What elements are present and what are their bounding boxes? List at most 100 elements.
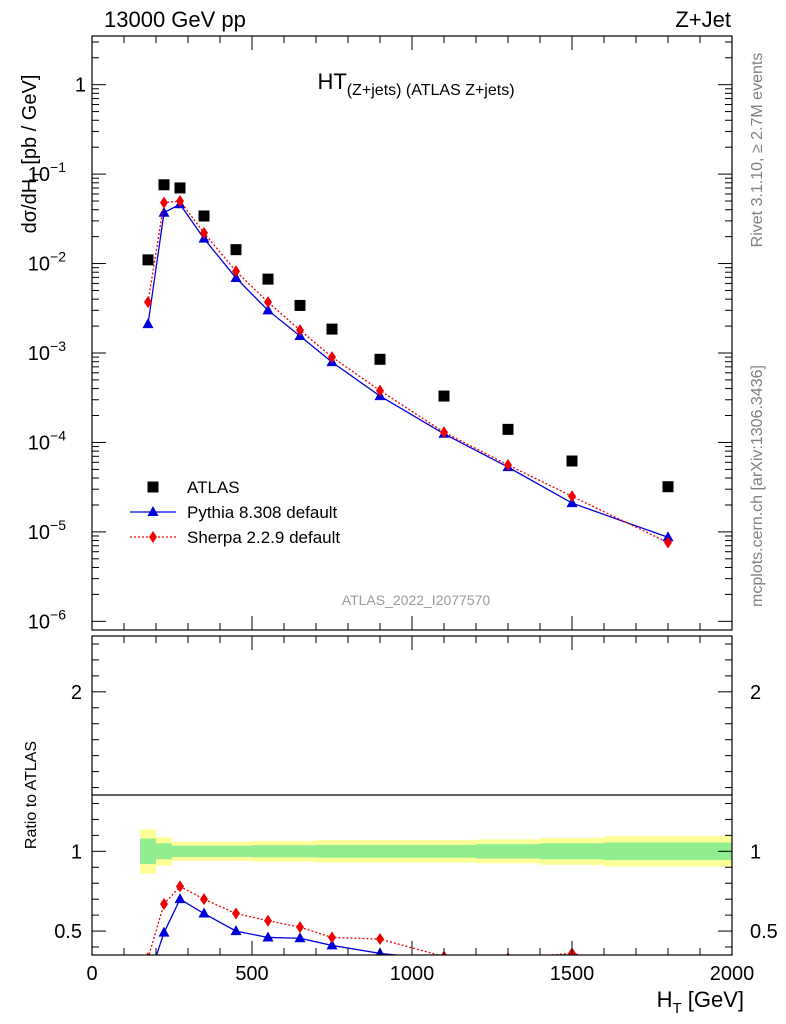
x-axis-label: HT [GeV] [657,987,744,1017]
atlas-data-point [294,299,306,311]
main-x-axis-ticks [91,36,733,630]
legend-entry-label: Sherpa 2.2.9 default [187,528,340,547]
legend-atlas-marker [147,481,159,493]
main-y-axis: 110−110−210−310−410−510−6 [28,41,732,633]
main-y-tick-label: 10−2 [28,249,66,276]
ratio-inner-band [140,838,156,865]
ratio-y-axis-label: Ratio to ATLAS [23,741,40,849]
atlas-data-point [566,455,578,467]
ratio-inner-band [220,845,252,857]
main-y-tick-mantissa: 10 [28,432,50,454]
x-tick-label: 0 [86,963,97,985]
legend-entry-label: ATLAS [187,478,240,497]
main-y-tick-label: 10−3 [28,338,66,365]
x-tick-label: 500 [235,963,268,985]
x-axis-label-main: H [657,987,673,1012]
main-y-tick-mantissa: 10 [28,254,50,276]
main-y-tick-exponent: −6 [50,606,66,622]
ratio-y-axis: 0.5 0.5 1 1 2 2 [54,643,778,948]
x-axis-label-suffix: [GeV] [682,987,744,1012]
sherpa-point [376,384,384,397]
sherpa-point [144,296,152,309]
plot-title: HT(Z+jets) (ATLAS Z+jets) [317,69,514,99]
main-y-tick-label: 10−6 [28,606,66,633]
ratio-inner-band [284,845,316,858]
ratio-y-tick-label-right: 2 [750,682,761,704]
main-y-tick-exponent: −3 [50,338,66,354]
ratio-pythia-point [174,893,186,904]
ratio-sherpa-point [200,893,208,906]
ratio-inner-band [348,844,412,858]
main-y-tick-label: 10−1 [28,159,66,186]
sherpa-point [176,195,184,208]
main-y-tick-exponent: −2 [50,249,66,265]
plot-title-suffix: (ATLAS Z+jets) [401,82,514,99]
ratio-panel: 0.5 0.5 1 1 2 2 0 500 1000 1500 2000 Ratio to ATL… [23,635,778,1017]
ratio-inner-band [252,845,284,858]
x-tick-label: 1000 [390,963,435,985]
ratio-inner-band [188,845,220,857]
main-y-tick-label: 10−5 [28,517,66,544]
ratio-sherpa-point [296,921,304,934]
ratio-uncertainty-bands [140,828,732,874]
pythia-point [262,304,274,315]
ratio-series-group [146,880,674,979]
plot-title-sub: (Z+jets) [347,82,402,99]
ratio-pythia-point [294,932,306,943]
sherpa-point [200,226,208,239]
main-panel: 110−110−210−310−410−510−6 HT(Z+jets) (AT… [19,35,733,633]
main-series-group [142,179,674,549]
ratio-sherpa-point [232,907,240,920]
main-y-tick-mantissa: 10 [28,522,50,544]
sherpa-point [264,296,272,309]
sherpa-point [440,426,448,439]
analysis-id-label: ATLAS_2022_I2077570 [342,592,491,608]
main-y-axis-label: dσ/dHT [pb / GeV] [19,75,45,234]
sherpa-point [296,324,304,337]
ratio-inner-band [476,844,540,859]
ratio-pythia-point [326,939,338,950]
ratio-y-tick-label-right: 0.5 [750,921,778,943]
rivet-version-label: Rivet 3.1.10, ≥ 2.7M events [749,53,766,248]
x-tick-label: 1500 [550,963,595,985]
sherpa-point [504,458,512,471]
sherpa-point [328,351,336,364]
ratio-pythia-point [663,962,674,972]
x-axis: 0 500 1000 1500 2000 [86,636,754,985]
ratio-sherpa-point [376,933,384,946]
legend-sherpa-marker [149,531,157,543]
ratio-pythia-point [158,926,170,937]
ratio-y-tick-label-right: 1 [750,841,761,863]
ratio-y-tick-label: 2 [71,682,82,704]
main-y-tick-mantissa: 10 [28,343,50,365]
ratio-inner-band [156,843,172,860]
pythia-point [142,318,154,329]
ratio-inner-band [316,844,348,858]
x-axis-label-sub: T [672,1000,681,1017]
source-label: mcplots.cern.ch [arXiv:1306.3436] [749,365,766,607]
main-y-axis-label-sub: T [29,170,45,179]
ratio-sherpa-point [146,952,150,955]
ratio-inner-band [412,844,476,858]
plot-title-main: HT [317,69,346,94]
sherpa-point [160,196,168,209]
main-y-tick-label: 10−4 [28,427,66,454]
ratio-sherpa-point [264,914,272,927]
ratio-sherpa-point [176,880,184,893]
atlas-data-point [438,390,450,402]
atlas-data-point [326,323,338,335]
legend: ATLAS Pythia 8.308 default Sherpa 2.2.9 de… [130,478,340,547]
atlas-data-point [374,353,386,365]
atlas-data-point [262,273,274,285]
main-y-axis-label-main: dσ/dH [19,179,41,234]
sherpa-point [232,265,240,278]
ratio-pythia-point [230,925,242,936]
main-y-tick-exponent: −5 [50,517,66,533]
ratio-pythia-point [198,907,210,918]
ratio-inner-band [172,845,188,857]
main-y-tick-exponent: −4 [50,427,66,443]
x-tick-label: 2000 [710,963,755,985]
ratio-sherpa-line [148,885,584,955]
atlas-data-point [158,179,170,191]
ratio-sherpa-point [664,967,672,979]
